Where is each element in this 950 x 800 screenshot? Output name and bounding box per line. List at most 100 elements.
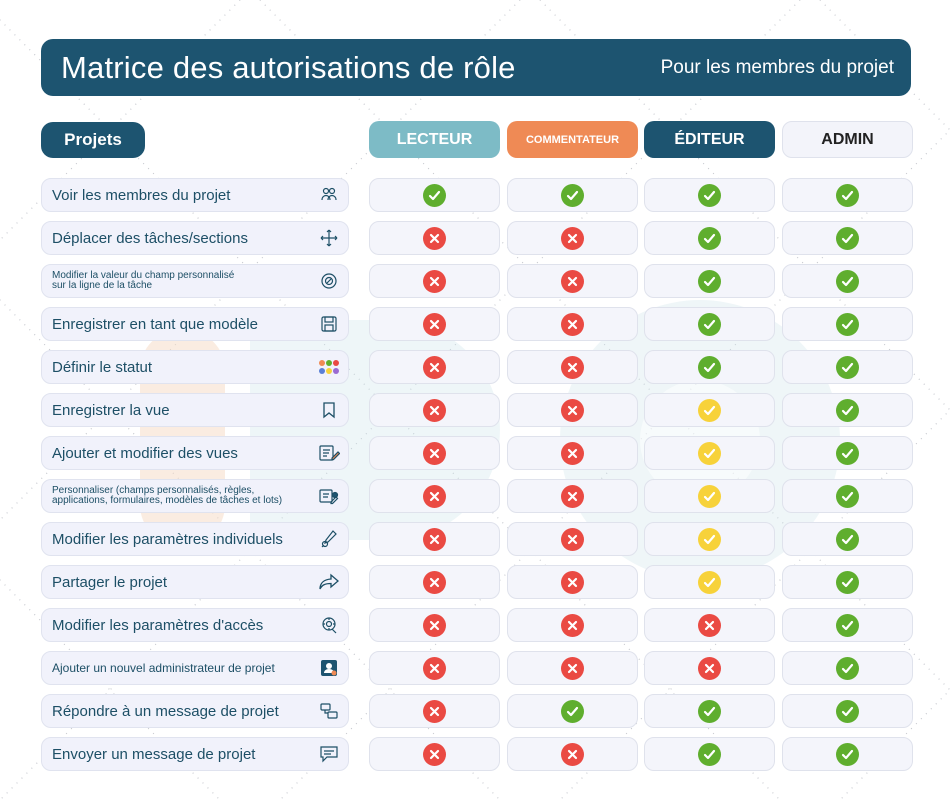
permission-cell [369, 350, 500, 384]
permission-cell [782, 694, 913, 728]
permission-label: Ajouter et modifier des vues [52, 444, 238, 462]
share-icon [318, 571, 340, 593]
permission-cell [507, 565, 638, 599]
permission-cell [507, 178, 638, 212]
denied-cross-icon [561, 484, 584, 508]
permission-cell [369, 651, 500, 685]
permission-label: Modifier les paramètres d'accès [52, 616, 264, 634]
denied-cross-icon [423, 742, 446, 766]
denied-cross-icon [698, 656, 721, 680]
permission-cell [369, 522, 500, 556]
permission-cell [782, 737, 913, 771]
permission-cell [644, 565, 775, 599]
allowed-check-icon [561, 699, 584, 723]
permission-label: Enregistrer en tant que modèle [52, 315, 258, 333]
denied-cross-icon [561, 742, 584, 766]
allowed-check-icon [836, 183, 859, 207]
allowed-check-icon [698, 226, 721, 250]
allowed-check-icon [836, 742, 859, 766]
permission-cell [507, 522, 638, 556]
permission-cell [782, 479, 913, 513]
permission-label: Répondre à un message de projet [52, 702, 279, 720]
allowed-check-icon [836, 570, 859, 594]
permission-cell [369, 436, 500, 470]
permission-cell [644, 479, 775, 513]
permission-cell [782, 651, 913, 685]
denied-cross-icon [423, 570, 446, 594]
denied-cross-icon [561, 613, 584, 637]
permission-row-label: Partager le projet [41, 565, 349, 599]
permission-cell [507, 608, 638, 642]
allowed-check-icon [836, 398, 859, 422]
customize-icon [318, 485, 340, 507]
partial-check-icon [698, 484, 721, 508]
permission-cell [644, 264, 775, 298]
permission-row-label: Modifier la valeur du champ personnalisé… [41, 264, 349, 298]
permission-cell [369, 393, 500, 427]
status-dots-icon [318, 356, 340, 378]
permission-cell [644, 393, 775, 427]
denied-cross-icon [423, 613, 446, 637]
permission-cell [644, 307, 775, 341]
partial-check-icon [698, 527, 721, 551]
denied-cross-icon [561, 527, 584, 551]
permission-cell [782, 393, 913, 427]
denied-cross-icon [423, 226, 446, 250]
allowed-check-icon [698, 312, 721, 336]
permission-cell [507, 694, 638, 728]
denied-cross-icon [423, 441, 446, 465]
allowed-check-icon [836, 355, 859, 379]
allowed-check-icon [698, 269, 721, 293]
denied-cross-icon [561, 656, 584, 680]
permission-cell [507, 436, 638, 470]
save-icon [318, 313, 340, 335]
permission-cell [644, 436, 775, 470]
permission-label: Partager le projet [52, 573, 168, 591]
permission-cell [782, 307, 913, 341]
permission-cell [782, 350, 913, 384]
permission-cell [644, 350, 775, 384]
permission-label: Personnaliser (champs personnalisés, règ… [52, 485, 283, 506]
permission-cell [369, 565, 500, 599]
permission-row-label: Voir les membres du projet [41, 178, 349, 212]
message-icon [318, 743, 340, 765]
permission-cell [782, 264, 913, 298]
permission-cell [644, 178, 775, 212]
denied-cross-icon [423, 527, 446, 551]
allowed-check-icon [836, 269, 859, 293]
move-icon [318, 227, 340, 249]
page-subtitle: Pour les membres du projet [660, 56, 894, 78]
partial-check-icon [698, 398, 721, 422]
permission-cell [369, 178, 500, 212]
denied-cross-icon [698, 613, 721, 637]
allowed-check-icon [836, 527, 859, 551]
permission-row-label: Ajouter un nouvel administrateur de proj… [41, 651, 349, 685]
allowed-check-icon [698, 355, 721, 379]
permission-cell [644, 737, 775, 771]
permission-label: Enregistrer la vue [52, 401, 170, 419]
access-settings-icon [318, 614, 340, 636]
permission-cell [644, 221, 775, 255]
members-icon [318, 184, 340, 206]
permission-row-label: Définir le statut [41, 350, 349, 384]
permission-row-label: Modifier les paramètres d'accès [41, 608, 349, 642]
page-title: Matrice des autorisations de rôle [61, 49, 516, 85]
permission-label: Déplacer des tâches/sections [52, 229, 248, 247]
bookmark-icon [318, 399, 340, 421]
denied-cross-icon [423, 656, 446, 680]
permission-row-label: Envoyer un message de projet [41, 737, 349, 771]
permission-row-label: Ajouter et modifier des vues [41, 436, 349, 470]
denied-cross-icon [423, 699, 446, 723]
allowed-check-icon [836, 312, 859, 336]
denied-cross-icon [423, 398, 446, 422]
permission-cell [644, 522, 775, 556]
permission-row-label: Répondre à un message de projet [41, 694, 349, 728]
permission-cell [782, 565, 913, 599]
column-header-lecteur: LECTEUR [369, 121, 500, 158]
denied-cross-icon [423, 312, 446, 336]
permission-row-label: Déplacer des tâches/sections [41, 221, 349, 255]
permission-cell [369, 737, 500, 771]
admin-user-icon [318, 657, 340, 679]
permission-label: Voir les membres du projet [52, 186, 231, 204]
partial-check-icon [698, 441, 721, 465]
